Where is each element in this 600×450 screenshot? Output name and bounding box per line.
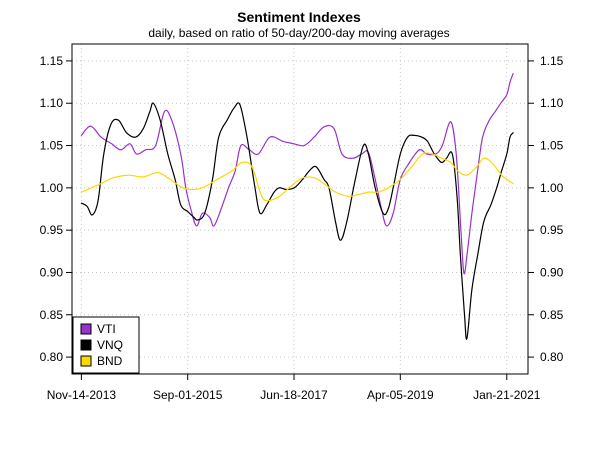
- chart-title: Sentiment Indexes: [237, 9, 361, 25]
- series-line-vnq: [80, 102, 514, 340]
- y-tick-label-left: 0.95: [40, 223, 64, 237]
- x-tick-label: Apr-05-2019: [367, 388, 434, 402]
- y-tick-label-left: 0.90: [40, 265, 64, 279]
- series-lines: [80, 73, 514, 340]
- series-line-bnd: [80, 152, 514, 202]
- y-tick-label-left: 1.05: [40, 139, 64, 153]
- y-tick-label-right: 0.85: [540, 308, 564, 322]
- y-tick-label-left: 0.80: [40, 350, 64, 364]
- series-line-vti: [80, 73, 514, 275]
- y-tick-label-left: 0.85: [40, 308, 64, 322]
- plot-area: [71, 43, 529, 375]
- y-tick-label-left: 1.10: [40, 96, 64, 110]
- x-tick-label: Sep-01-2015: [153, 388, 223, 402]
- axes: 0.80 0.80 0.85 0.85 0.90 0.90 0.95 0.95 1.00 1.00…: [40, 54, 564, 402]
- legend-swatch-vnq: [80, 339, 92, 351]
- y-tick-label-right: 1.15: [540, 54, 564, 68]
- legend: VTI VNQ BND: [72, 316, 140, 374]
- y-tick-label-left: 1.15: [40, 54, 64, 68]
- x-tick-label: Jan-21-2021: [473, 388, 541, 402]
- y-tick-label-left: 1.00: [40, 181, 64, 195]
- legend-swatch-bnd: [80, 355, 92, 367]
- y-tick-label-right: 1.05: [540, 139, 564, 153]
- legend-label-bnd: BND: [97, 354, 123, 368]
- legend-label-vnq: VNQ: [97, 338, 123, 352]
- x-tick-label: Jun-18-2017: [260, 388, 328, 402]
- x-tick-label: Nov-14-2013: [47, 388, 117, 402]
- y-tick-label-right: 1.10: [540, 96, 564, 110]
- legend-label-vti: VTI: [97, 322, 116, 336]
- y-tick-label-right: 0.90: [540, 265, 564, 279]
- y-tick-label-right: 0.95: [540, 223, 564, 237]
- y-tick-label-right: 1.00: [540, 181, 564, 195]
- legend-swatch-vti: [80, 323, 92, 335]
- y-tick-label-right: 0.80: [540, 350, 564, 364]
- chart-subtitle: daily, based on ratio of 50-day/200-day …: [148, 26, 449, 40]
